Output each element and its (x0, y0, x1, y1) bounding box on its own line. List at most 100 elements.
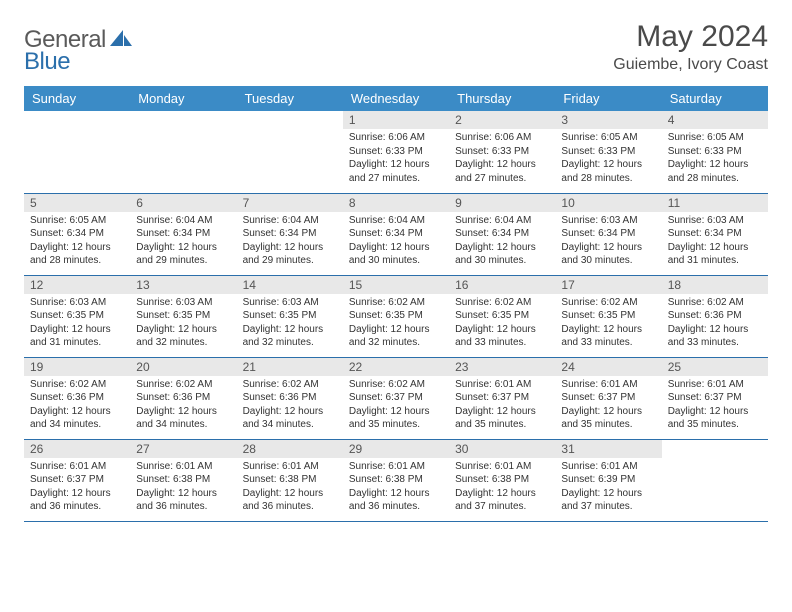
day-info: Sunrise: 6:01 AMSunset: 6:37 PMDaylight:… (449, 376, 555, 436)
day-number: 10 (555, 194, 661, 212)
day-number: 15 (343, 276, 449, 294)
calendar-week-row: 26Sunrise: 6:01 AMSunset: 6:37 PMDayligh… (24, 439, 768, 521)
day-info: Sunrise: 6:01 AMSunset: 6:38 PMDaylight:… (449, 458, 555, 518)
day-number: 13 (130, 276, 236, 294)
day-number: 17 (555, 276, 661, 294)
day-info: Sunrise: 6:02 AMSunset: 6:35 PMDaylight:… (555, 294, 661, 354)
calendar-table: SundayMondayTuesdayWednesdayThursdayFrid… (24, 86, 768, 522)
calendar-day-cell: .. (662, 439, 768, 521)
weekday-header: Thursday (449, 86, 555, 111)
weekday-header: Friday (555, 86, 661, 111)
calendar-week-row: 19Sunrise: 6:02 AMSunset: 6:36 PMDayligh… (24, 357, 768, 439)
calendar-day-cell: 20Sunrise: 6:02 AMSunset: 6:36 PMDayligh… (130, 357, 236, 439)
calendar-day-cell: 22Sunrise: 6:02 AMSunset: 6:37 PMDayligh… (343, 357, 449, 439)
day-number: 23 (449, 358, 555, 376)
day-info: Sunrise: 6:03 AMSunset: 6:35 PMDaylight:… (237, 294, 343, 354)
day-info: Sunrise: 6:01 AMSunset: 6:38 PMDaylight:… (343, 458, 449, 518)
day-info: Sunrise: 6:04 AMSunset: 6:34 PMDaylight:… (343, 212, 449, 272)
month-title: May 2024 (613, 20, 768, 54)
day-number: 31 (555, 440, 661, 458)
calendar-week-row: 12Sunrise: 6:03 AMSunset: 6:35 PMDayligh… (24, 275, 768, 357)
weekday-header-row: SundayMondayTuesdayWednesdayThursdayFrid… (24, 86, 768, 111)
calendar-day-cell: 16Sunrise: 6:02 AMSunset: 6:35 PMDayligh… (449, 275, 555, 357)
day-number: 22 (343, 358, 449, 376)
calendar-day-cell: 11Sunrise: 6:03 AMSunset: 6:34 PMDayligh… (662, 193, 768, 275)
day-info: Sunrise: 6:01 AMSunset: 6:37 PMDaylight:… (24, 458, 130, 518)
day-number: 3 (555, 111, 661, 129)
day-number: 26 (24, 440, 130, 458)
day-number: 30 (449, 440, 555, 458)
logo-blue-line: Blue (24, 48, 70, 76)
calendar-day-cell: 4Sunrise: 6:05 AMSunset: 6:33 PMDaylight… (662, 111, 768, 193)
weekday-header: Wednesday (343, 86, 449, 111)
day-number: 16 (449, 276, 555, 294)
day-number: 6 (130, 194, 236, 212)
calendar-day-cell: 31Sunrise: 6:01 AMSunset: 6:39 PMDayligh… (555, 439, 661, 521)
day-number: 7 (237, 194, 343, 212)
weekday-header: Tuesday (237, 86, 343, 111)
day-info: Sunrise: 6:02 AMSunset: 6:37 PMDaylight:… (343, 376, 449, 436)
logo-sail-icon (110, 28, 132, 53)
calendar-day-cell: 18Sunrise: 6:02 AMSunset: 6:36 PMDayligh… (662, 275, 768, 357)
calendar-day-cell: 10Sunrise: 6:03 AMSunset: 6:34 PMDayligh… (555, 193, 661, 275)
day-info: Sunrise: 6:03 AMSunset: 6:35 PMDaylight:… (24, 294, 130, 354)
day-number: 14 (237, 276, 343, 294)
day-info: Sunrise: 6:05 AMSunset: 6:33 PMDaylight:… (555, 129, 661, 189)
day-number: 11 (662, 194, 768, 212)
day-info: Sunrise: 6:03 AMSunset: 6:34 PMDaylight:… (662, 212, 768, 272)
day-info: Sunrise: 6:02 AMSunset: 6:36 PMDaylight:… (662, 294, 768, 354)
calendar-body: ......1Sunrise: 6:06 AMSunset: 6:33 PMDa… (24, 111, 768, 521)
calendar-week-row: 5Sunrise: 6:05 AMSunset: 6:34 PMDaylight… (24, 193, 768, 275)
calendar-day-cell: 28Sunrise: 6:01 AMSunset: 6:38 PMDayligh… (237, 439, 343, 521)
calendar-day-cell: 30Sunrise: 6:01 AMSunset: 6:38 PMDayligh… (449, 439, 555, 521)
day-number: 2 (449, 111, 555, 129)
logo-text-blue: Blue (24, 48, 70, 75)
weekday-header: Sunday (24, 86, 130, 111)
calendar-day-cell: 2Sunrise: 6:06 AMSunset: 6:33 PMDaylight… (449, 111, 555, 193)
day-info: Sunrise: 6:04 AMSunset: 6:34 PMDaylight:… (449, 212, 555, 272)
day-info: Sunrise: 6:03 AMSunset: 6:34 PMDaylight:… (555, 212, 661, 272)
calendar-day-cell: .. (130, 111, 236, 193)
calendar-day-cell: 6Sunrise: 6:04 AMSunset: 6:34 PMDaylight… (130, 193, 236, 275)
location: Guiembe, Ivory Coast (613, 56, 768, 74)
day-info: Sunrise: 6:02 AMSunset: 6:35 PMDaylight:… (449, 294, 555, 354)
day-info: Sunrise: 6:01 AMSunset: 6:38 PMDaylight:… (237, 458, 343, 518)
calendar-week-row: ......1Sunrise: 6:06 AMSunset: 6:33 PMDa… (24, 111, 768, 193)
calendar-day-cell: 27Sunrise: 6:01 AMSunset: 6:38 PMDayligh… (130, 439, 236, 521)
day-number: 12 (24, 276, 130, 294)
calendar-day-cell: 19Sunrise: 6:02 AMSunset: 6:36 PMDayligh… (24, 357, 130, 439)
calendar-day-cell: 13Sunrise: 6:03 AMSunset: 6:35 PMDayligh… (130, 275, 236, 357)
calendar-day-cell: 17Sunrise: 6:02 AMSunset: 6:35 PMDayligh… (555, 275, 661, 357)
day-info: Sunrise: 6:02 AMSunset: 6:36 PMDaylight:… (237, 376, 343, 436)
header: General May 2024 Guiembe, Ivory Coast (24, 20, 768, 74)
day-number: 28 (237, 440, 343, 458)
calendar-day-cell: 24Sunrise: 6:01 AMSunset: 6:37 PMDayligh… (555, 357, 661, 439)
day-info: Sunrise: 6:06 AMSunset: 6:33 PMDaylight:… (449, 129, 555, 189)
day-number: 25 (662, 358, 768, 376)
day-info: Sunrise: 6:01 AMSunset: 6:39 PMDaylight:… (555, 458, 661, 518)
weekday-header: Monday (130, 86, 236, 111)
day-info: Sunrise: 6:05 AMSunset: 6:34 PMDaylight:… (24, 212, 130, 272)
day-info: Sunrise: 6:01 AMSunset: 6:38 PMDaylight:… (130, 458, 236, 518)
day-info: Sunrise: 6:02 AMSunset: 6:36 PMDaylight:… (130, 376, 236, 436)
day-info: Sunrise: 6:03 AMSunset: 6:35 PMDaylight:… (130, 294, 236, 354)
day-number: 27 (130, 440, 236, 458)
day-number: 9 (449, 194, 555, 212)
day-info: Sunrise: 6:06 AMSunset: 6:33 PMDaylight:… (343, 129, 449, 189)
day-number: 20 (130, 358, 236, 376)
day-number: 19 (24, 358, 130, 376)
calendar-day-cell: 12Sunrise: 6:03 AMSunset: 6:35 PMDayligh… (24, 275, 130, 357)
calendar-day-cell: .. (24, 111, 130, 193)
day-number: 8 (343, 194, 449, 212)
calendar-day-cell: 21Sunrise: 6:02 AMSunset: 6:36 PMDayligh… (237, 357, 343, 439)
day-number: 21 (237, 358, 343, 376)
day-info: Sunrise: 6:02 AMSunset: 6:35 PMDaylight:… (343, 294, 449, 354)
calendar-day-cell: 25Sunrise: 6:01 AMSunset: 6:37 PMDayligh… (662, 357, 768, 439)
calendar-day-cell: .. (237, 111, 343, 193)
calendar-day-cell: 1Sunrise: 6:06 AMSunset: 6:33 PMDaylight… (343, 111, 449, 193)
day-info: Sunrise: 6:01 AMSunset: 6:37 PMDaylight:… (662, 376, 768, 436)
calendar-day-cell: 23Sunrise: 6:01 AMSunset: 6:37 PMDayligh… (449, 357, 555, 439)
calendar-day-cell: 3Sunrise: 6:05 AMSunset: 6:33 PMDaylight… (555, 111, 661, 193)
day-info: Sunrise: 6:04 AMSunset: 6:34 PMDaylight:… (237, 212, 343, 272)
calendar-day-cell: 9Sunrise: 6:04 AMSunset: 6:34 PMDaylight… (449, 193, 555, 275)
